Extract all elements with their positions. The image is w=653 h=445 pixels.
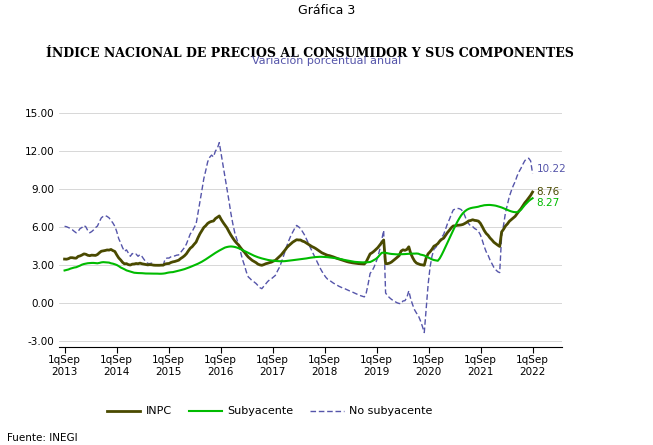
- Text: Fuente: INEGI: Fuente: INEGI: [7, 433, 77, 443]
- Legend: INPC, Subyacente, No subyacente: INPC, Subyacente, No subyacente: [103, 402, 438, 421]
- Text: 8.76: 8.76: [537, 187, 560, 197]
- Text: Variación porcentual anual: Variación porcentual anual: [252, 56, 401, 66]
- Text: 10.22: 10.22: [537, 164, 566, 174]
- Text: 8.27: 8.27: [537, 198, 560, 208]
- Title: ÍNDICE NACIONAL DE PRECIOS AL CONSUMIDOR Y SUS COMPONENTES: ÍNDICE NACIONAL DE PRECIOS AL CONSUMIDOR…: [46, 47, 574, 60]
- Text: Gráfica 3: Gráfica 3: [298, 4, 355, 17]
